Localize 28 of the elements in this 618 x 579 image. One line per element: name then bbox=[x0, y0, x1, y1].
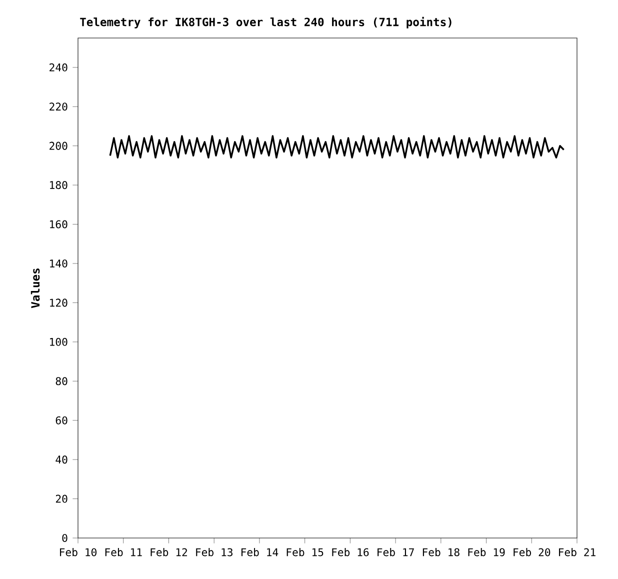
x-tick-label: Feb 21 bbox=[559, 548, 596, 556]
x-tick-label: Feb 11 bbox=[105, 548, 142, 556]
x-tick-label: Feb 10 bbox=[60, 548, 96, 556]
y-tick-label: 120 bbox=[50, 298, 68, 307]
chart-title: Telemetry for IK8TGH-3 over last 240 hours (711 points) bbox=[80, 16, 452, 28]
y-tick-label: 60 bbox=[56, 416, 68, 424]
y-tick-label: 160 bbox=[50, 220, 68, 228]
y-tick-label: 200 bbox=[50, 142, 68, 150]
x-tick-label: Feb 15 bbox=[286, 548, 324, 556]
y-tick-label: 220 bbox=[50, 102, 68, 111]
y-tick-label: 240 bbox=[50, 63, 68, 72]
x-tick-label: Feb 17 bbox=[378, 548, 414, 556]
line-series bbox=[109, 135, 565, 158]
x-tick-label: Feb 14 bbox=[241, 548, 278, 556]
y-tick-label: 180 bbox=[50, 181, 68, 190]
y-tick-label: 40 bbox=[56, 456, 68, 464]
y-tick-label: 0 bbox=[62, 534, 68, 542]
y-tick-label: 100 bbox=[50, 338, 68, 346]
x-tick-label: Feb 16 bbox=[332, 548, 369, 556]
x-tick-label: Feb 12 bbox=[150, 548, 188, 556]
y-tick-label: 140 bbox=[50, 259, 68, 268]
y-tick-label: 20 bbox=[56, 494, 68, 503]
x-tick-label: Feb 13 bbox=[196, 548, 232, 556]
y-axis-title: Values bbox=[30, 268, 40, 308]
y-tick-label: 80 bbox=[56, 377, 68, 386]
x-tick-label: Feb 19 bbox=[468, 548, 505, 556]
x-tick-label: Feb 20 bbox=[514, 548, 550, 556]
x-tick-label: Feb 18 bbox=[422, 548, 460, 556]
